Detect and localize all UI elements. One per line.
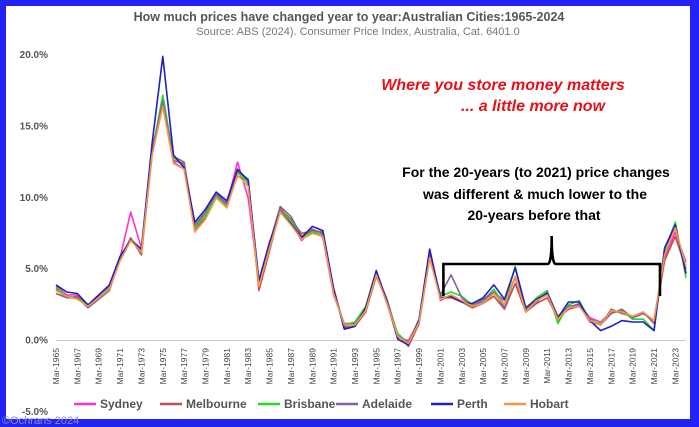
x-tick-label: Mar-2013 <box>564 348 574 385</box>
x-tick-label: Mar-2017 <box>606 348 616 385</box>
x-tick-label: Mar-2015 <box>585 348 595 385</box>
legend-label-adelaide: Adelaide <box>362 397 412 411</box>
series-line-perth <box>55 55 687 346</box>
x-tick-label: Mar-1973 <box>136 348 146 385</box>
x-tick-label: Mar-2019 <box>628 348 638 385</box>
chart-title: How much prices have changed year to yea… <box>134 10 565 24</box>
y-axis-ticks: 20.0% 15.0% 10.0% 5.0% 0.0% -5.0% <box>20 50 48 418</box>
annotation-black-line-1: For the 20-years (to 2021) price changes <box>402 164 670 180</box>
x-tick-label: Mar-2009 <box>521 348 531 385</box>
x-tick-label: Mar-2007 <box>499 348 509 385</box>
x-tick-label: Mar-1981 <box>222 348 232 385</box>
x-tick-label: Mar-1993 <box>350 348 360 385</box>
x-tick-label: Mar-2001 <box>435 348 445 385</box>
x-tick-label: Mar-2023 <box>670 348 680 385</box>
x-tick-label: Mar-1977 <box>179 348 189 385</box>
x-tick-label: Mar-1991 <box>329 348 339 385</box>
x-tick-label: Mar-2011 <box>542 348 552 384</box>
x-tick-label: Mar-1983 <box>243 348 253 385</box>
legend: Sydney Melbourne Brisbane Adelaide Perth Hoba… <box>74 397 569 411</box>
annotation-red-line-1: Where you store money matters <box>381 77 625 94</box>
series-lines <box>55 55 687 348</box>
series-line-hobart <box>55 105 687 345</box>
legend-label-sydney: Sydney <box>100 397 143 411</box>
y-tick-label: 15.0% <box>20 121 48 132</box>
x-axis-ticks: Mar-1965 Mar-1967 Mar-1969 Mar-1971 Mar-1973… <box>51 348 680 385</box>
x-tick-label: Mar-2005 <box>478 348 488 385</box>
x-tick-label: Mar-1971 <box>115 348 125 385</box>
y-tick-label: 0.0% <box>25 336 48 347</box>
x-tick-label: Mar-1975 <box>158 348 168 385</box>
period-brace <box>442 235 662 296</box>
series-line-melbourne <box>55 102 687 348</box>
x-tick-label: Mar-1969 <box>94 348 104 385</box>
x-tick-label: Mar-1995 <box>371 348 381 385</box>
y-tick-label: 5.0% <box>25 264 48 275</box>
x-tick-label: Mar-1967 <box>72 348 82 385</box>
x-tick-label: Mar-1985 <box>265 348 275 385</box>
x-tick-label: Mar-2021 <box>649 348 659 385</box>
x-tick-label: Mar-1997 <box>393 348 403 385</box>
legend-label-melbourne: Melbourne <box>186 397 247 411</box>
legend-label-perth: Perth <box>457 397 488 411</box>
y-tick-label: 20.0% <box>20 50 48 61</box>
annotation-black-line-2: was different & much lower to the <box>422 186 647 202</box>
legend-label-hobart: Hobart <box>530 397 569 411</box>
y-tick-label: 10.0% <box>20 193 48 204</box>
legend-label-brisbane: Brisbane <box>284 397 336 411</box>
annotation-black-line-3: 20-years before that <box>467 207 600 223</box>
x-tick-label: Mar-2003 <box>457 348 467 385</box>
x-tick-label: Mar-1965 <box>51 348 61 385</box>
chart-subtitle: Source: ABS (2024). Consumer Price Index… <box>196 26 519 38</box>
x-tick-label: Mar-1999 <box>414 348 424 385</box>
annotation-red-line-2: ... a little more now <box>461 98 607 115</box>
y-tick-label: -5.0% <box>22 407 48 418</box>
x-tick-label: Mar-1989 <box>307 348 317 385</box>
x-tick-label: Mar-1979 <box>200 348 210 385</box>
x-tick-label: Mar-1987 <box>286 348 296 385</box>
watermark-text: ©Ochrans 2024 <box>2 415 79 427</box>
chart-panel <box>6 6 690 419</box>
